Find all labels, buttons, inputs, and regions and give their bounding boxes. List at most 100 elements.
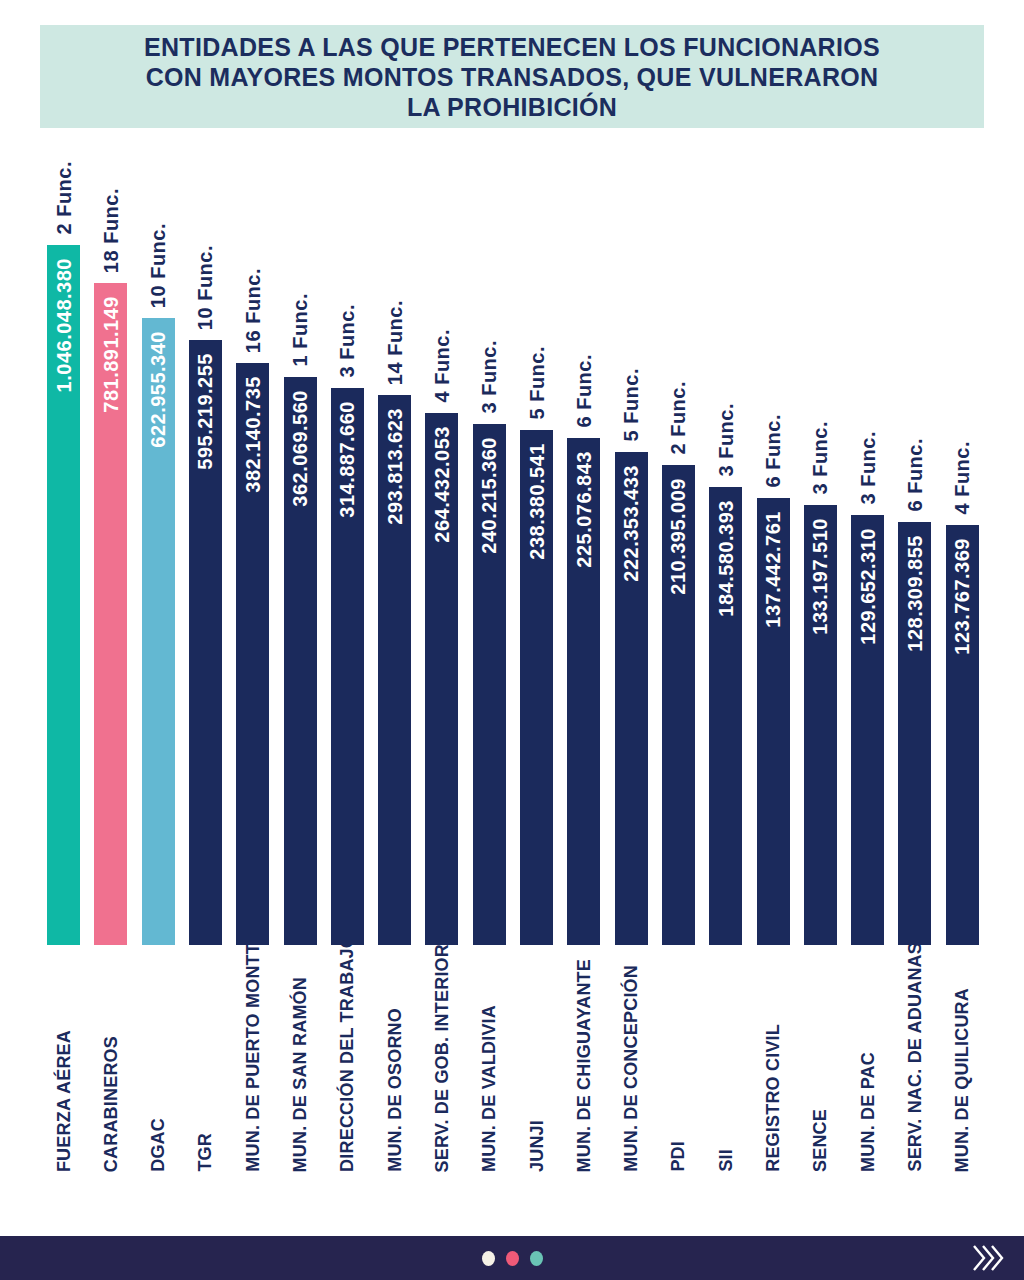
category-label-cell: MUN. DE QUILICURA (946, 950, 979, 1172)
bar: 622.955.340 (142, 318, 175, 945)
category-label-cell: JUNJI (520, 950, 553, 1172)
bar-value-label: 210.395.009 (668, 478, 688, 595)
category-label-cell: REGISTRO CIVIL (757, 950, 790, 1172)
chart-column: 16 Func. 382.140.735 (236, 0, 269, 945)
chart-column: 18 Func. 781.891.149 (94, 0, 127, 945)
category-label: MUN. DE CONCEPCIÓN (622, 965, 640, 1172)
bar-value-label: 225.076.843 (574, 451, 594, 568)
category-label-cell: DGAC (142, 950, 175, 1172)
category-label-cell: MUN. DE PAC (851, 950, 884, 1172)
chart-column: 1 Func.362.069.560 (284, 0, 317, 945)
chart-column: 6 Func.128.309.855 (898, 0, 931, 945)
bar-value-label: 293.813.623 (385, 408, 405, 525)
category-label-cell: MUN. DE SAN RAMÓN (284, 950, 317, 1172)
bar-value-label: 184.580.393 (716, 500, 736, 617)
bar: 210.395.009 (662, 465, 695, 945)
chart-column: 6 Func. 225.076.843 (567, 0, 600, 945)
bar: 222.353.433 (615, 452, 648, 945)
category-label: DIRECCIÓN DEL TRABAJO (338, 934, 356, 1172)
category-label: MUN. DE PUERTO MONTT (244, 943, 262, 1172)
func-count-label: 18 Func. (101, 188, 121, 273)
bar: 184.580.393 (709, 487, 742, 945)
chart-column: 10 Func.595.219.255 (189, 0, 222, 945)
category-label: SII (717, 1149, 735, 1172)
bar-value-label: 129.652.310 (858, 528, 878, 645)
category-label-cell: SERV. DE GOB. INTERIOR (425, 950, 458, 1172)
chart-column: 6 Func.137.442.761 (757, 0, 790, 945)
bar: 133.197.510 (804, 505, 837, 945)
bar: 293.813.623 (378, 395, 411, 945)
bar-value-label: 123.767.369 (952, 538, 972, 655)
bar: 123.767.369 (946, 525, 979, 945)
bar-value-label: 264.432.053 (432, 426, 452, 543)
bar: 240.215.360 (473, 424, 506, 945)
func-count-label: 3 Func. (716, 403, 736, 477)
chart-column: 2 Func. 1.046.048.380 (47, 0, 80, 945)
category-label-cell: TGR (189, 950, 222, 1172)
pagination-dot-cream[interactable] (482, 1251, 495, 1266)
category-label: SERV. NAC. DE ADUANAS (906, 942, 924, 1172)
category-label: CARABINEROS (102, 1036, 120, 1172)
bar-value-label: 238.380.541 (527, 443, 547, 560)
next-arrows-icon[interactable] (972, 1244, 1006, 1272)
func-count-label: 5 Func. (527, 346, 547, 420)
category-label-cell: MUN. DE OSORNO (378, 950, 411, 1172)
bar-value-label: 314.887.660 (337, 401, 357, 518)
bar-value-label: 595.219.255 (195, 353, 215, 470)
bar: 225.076.843 (567, 438, 600, 945)
bar: 238.380.541 (520, 430, 553, 945)
category-label-cell: MUN. DE CHIGUAYANTE (567, 950, 600, 1172)
category-label: REGISTRO CIVIL (764, 1024, 782, 1172)
chart-column: 14 Func. 293.813.623 (378, 0, 411, 945)
chart-column: 4 Func. 264.432.053 (425, 0, 458, 945)
bar: 128.309.855 (898, 522, 931, 945)
pagination-dot-pink[interactable] (506, 1251, 519, 1266)
func-count-label: 10 Func. (148, 223, 168, 308)
bar-value-label: 382.140.735 (243, 376, 263, 493)
bar: 595.219.255 (189, 340, 222, 945)
func-count-label: 5 Func. (621, 368, 641, 442)
category-label: SERV. DE GOB. INTERIOR (433, 944, 451, 1172)
func-count-label: 3 Func. (337, 304, 357, 378)
bar-value-label: 362.069.560 (290, 390, 310, 507)
func-count-label: 16 Func. (243, 268, 263, 353)
chart-column: 4 Func. 123.767.369 (946, 0, 979, 945)
category-label: FUERZA AÉREA (55, 1030, 73, 1172)
func-count-label: 6 Func. (574, 354, 594, 428)
category-label-cell: MUN. DE CONCEPCIÓN (615, 950, 648, 1172)
chart-column: 3 Func.240.215.360 (473, 0, 506, 945)
category-label: TGR (196, 1133, 214, 1172)
func-count-label: 14 Func. (385, 300, 405, 385)
category-label-cell: MUN. DE PUERTO MONTT (236, 950, 269, 1172)
func-count-label: 6 Func. (763, 414, 783, 488)
category-label-cell: SENCE (804, 950, 837, 1172)
bar-value-label: 622.955.340 (148, 331, 168, 448)
func-count-label: 4 Func. (952, 441, 972, 515)
category-label: PDI (669, 1141, 687, 1172)
category-label: MUN. DE QUILICURA (953, 988, 971, 1172)
category-label-cell: DIRECCIÓN DEL TRABAJO (331, 950, 364, 1172)
bar: 314.887.660 (331, 388, 364, 945)
category-label: MUN. DE SAN RAMÓN (291, 977, 309, 1172)
footer-bar (0, 1236, 1024, 1280)
category-label-cell: PDI (662, 950, 695, 1172)
func-count-label: 4 Func. (432, 329, 452, 403)
func-count-label: 2 Func. (54, 161, 74, 235)
category-label-cell: SII (709, 950, 742, 1172)
func-count-label: 3 Func. (810, 421, 830, 495)
bar-value-label: 781.891.149 (101, 296, 121, 413)
bar-value-label: 128.309.855 (905, 535, 925, 652)
category-label: MUN. DE OSORNO (386, 1008, 404, 1172)
bar-value-label: 222.353.433 (621, 465, 641, 582)
bar: 1.046.048.380 (47, 245, 80, 945)
chart-column: 3 Func. 184.580.393 (709, 0, 742, 945)
category-label-cell: FUERZA AÉREA (47, 950, 80, 1172)
pagination-dot-teal[interactable] (530, 1251, 543, 1266)
bar: 264.432.053 (425, 413, 458, 945)
bar-value-label: 133.197.510 (810, 518, 830, 635)
category-label: MUN. DE CHIGUAYANTE (575, 959, 593, 1173)
bar: 382.140.735 (236, 363, 269, 945)
category-label: MUN. DE VALDIVIA (480, 1005, 498, 1172)
pagination-dots (482, 1251, 543, 1266)
category-label-cell: SERV. NAC. DE ADUANAS (898, 950, 931, 1172)
